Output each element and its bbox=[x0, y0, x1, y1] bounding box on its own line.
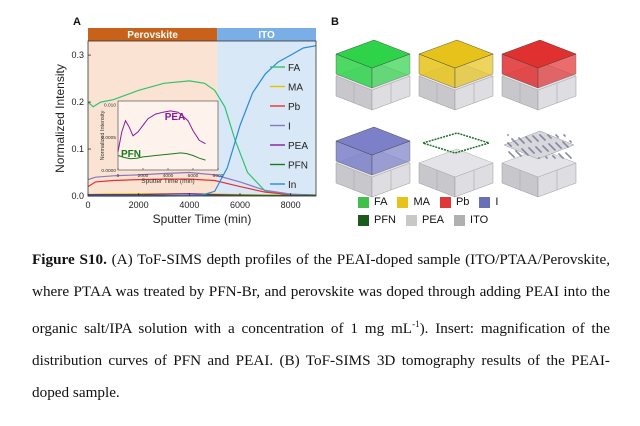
panel-a-label: A bbox=[73, 16, 81, 28]
y-tick-label: 0.2 bbox=[71, 97, 84, 107]
x-tick-label: 2000 bbox=[129, 200, 149, 210]
legend-label-fa: FA bbox=[288, 63, 301, 74]
tomography-legend-swatch bbox=[439, 196, 451, 208]
inset-x-axis-label: Sputter Time (min) bbox=[141, 178, 194, 185]
tomography-legend-swatch bbox=[358, 196, 369, 208]
tomography-legend-label: I bbox=[495, 196, 499, 208]
legend-label-pea: PEA bbox=[288, 141, 308, 152]
legend-label-ma: MA bbox=[288, 83, 303, 94]
tomography-legend-row: PFN PEA ITO bbox=[358, 214, 628, 226]
inset-label-pea: PEA bbox=[165, 112, 186, 123]
y-tick-label: 0.0 bbox=[71, 191, 84, 201]
tomography-legend-label: PFN bbox=[374, 214, 396, 226]
tomography-legend-item: FA bbox=[358, 196, 387, 208]
tomography-legend-label: Pb bbox=[455, 196, 470, 208]
x-tick-label: 0 bbox=[85, 200, 90, 210]
tomography-legend-item: MA bbox=[397, 196, 430, 208]
caption-text-1: (A) ToF-SIMS depth profiles of the PEAI-… bbox=[32, 251, 610, 338]
inset-x-tick-label: 8000 bbox=[213, 173, 224, 179]
tomography-legend-swatch bbox=[479, 196, 491, 208]
figure-caption: Figure S10. (A) ToF-SIMS depth profiles … bbox=[32, 244, 610, 409]
legend-label-in: In bbox=[288, 180, 296, 191]
tomography-cube-ma bbox=[413, 36, 495, 118]
region-label-ito: ITO bbox=[258, 30, 275, 41]
tomography-cube-pb bbox=[496, 36, 578, 118]
panel-b-label: B bbox=[331, 16, 339, 28]
caption-text-2: ). Insert: magnification of the distribu… bbox=[32, 320, 610, 402]
tomography-legend: FA MA Pb I PFN PEA ITO bbox=[358, 196, 628, 232]
y-tick-label: 0.3 bbox=[71, 50, 84, 60]
tomography-legend-swatch bbox=[454, 214, 466, 226]
inset-x-tick-label: 2000 bbox=[138, 173, 149, 179]
x-tick-label: 8000 bbox=[281, 200, 301, 210]
inset-y-tick-label: 0.0000 bbox=[101, 168, 116, 174]
region-bar-perovskite bbox=[88, 28, 218, 41]
y-axis-label: Normalized Intensity bbox=[53, 64, 67, 173]
tomography-legend-item: PFN bbox=[358, 214, 396, 226]
x-axis-label: Sputter Time (min) bbox=[153, 212, 252, 226]
region-bg-ito bbox=[217, 41, 316, 196]
tomography-legend-row: FA MA Pb I bbox=[358, 196, 628, 208]
tomography-cube-fa bbox=[330, 36, 412, 118]
inset-series-line-pea bbox=[117, 110, 206, 152]
inset-y-tick-label: 0.0005 bbox=[101, 135, 116, 141]
tomography-legend-label: MA bbox=[413, 196, 430, 208]
tomography-cube-i bbox=[330, 123, 412, 205]
legend-label-pb: Pb bbox=[288, 102, 301, 113]
tomography-cube-pfn bbox=[413, 123, 495, 205]
series-line-in bbox=[88, 45, 317, 197]
tomography-cube-ito bbox=[496, 123, 578, 205]
tomography-legend-swatch bbox=[358, 214, 369, 226]
inset-x-tick-label: 4000 bbox=[163, 173, 174, 179]
region-label-perovskite: Perovskite bbox=[127, 30, 178, 41]
tomography-legend-swatch bbox=[406, 214, 417, 226]
tomography-legend-item: Pb bbox=[439, 196, 470, 208]
region-bar-ito bbox=[217, 28, 316, 41]
tomography-grid bbox=[330, 28, 620, 228]
inset-x-tick-label: 0 bbox=[117, 173, 120, 179]
tomography-legend-swatch bbox=[397, 196, 409, 208]
series-line-i bbox=[87, 171, 317, 196]
tomography-legend-item: PEA bbox=[406, 214, 444, 226]
tomography-legend-label: PEA bbox=[422, 214, 445, 226]
tomography-legend-label: ITO bbox=[470, 214, 489, 226]
caption-label: Figure S10. bbox=[32, 251, 107, 268]
inset-x-tick-label: 6000 bbox=[188, 173, 199, 179]
inset-y-axis-label: Normalized Intensity bbox=[100, 110, 106, 160]
y-tick-label: 0.1 bbox=[71, 144, 84, 154]
tomography-legend-label: FA bbox=[374, 196, 388, 208]
tomography-legend-item: ITO bbox=[454, 214, 488, 226]
x-tick-label: 4000 bbox=[179, 200, 199, 210]
tomography-legend-item: I bbox=[479, 196, 498, 208]
series-line-fa bbox=[87, 80, 317, 196]
depth-profile-chart: Perovskite ITO 0 2000 4000 6000 8000 0.0 0.1 0.2… bbox=[53, 28, 317, 226]
plot-frame bbox=[87, 40, 317, 197]
inset-y-tick-label: 0.010 bbox=[104, 102, 116, 108]
inset-series-line-pfn bbox=[117, 152, 206, 161]
legend-label-pfn: PFN bbox=[288, 161, 308, 172]
series-line-pb bbox=[87, 178, 317, 196]
legend-label-i: I bbox=[288, 122, 291, 133]
x-tick-label: 6000 bbox=[230, 200, 250, 210]
inset-label-pfn: PFN bbox=[121, 149, 141, 160]
caption-superscript: -1 bbox=[412, 319, 420, 329]
